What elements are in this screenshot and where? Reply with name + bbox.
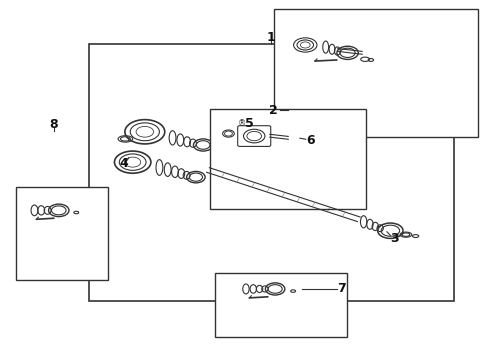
Text: 2: 2 xyxy=(269,104,278,117)
Text: 8: 8 xyxy=(49,118,58,131)
Bar xyxy=(273,9,477,137)
Text: ®: ® xyxy=(238,119,245,128)
Bar xyxy=(89,44,453,301)
Bar xyxy=(215,273,346,337)
Text: 5: 5 xyxy=(244,117,253,130)
Text: 4: 4 xyxy=(119,157,128,170)
Bar xyxy=(16,187,108,280)
Bar xyxy=(210,109,366,208)
Text: 1: 1 xyxy=(266,31,275,44)
Text: 6: 6 xyxy=(305,134,314,147)
Text: 7: 7 xyxy=(337,283,346,296)
Text: 3: 3 xyxy=(389,233,398,246)
